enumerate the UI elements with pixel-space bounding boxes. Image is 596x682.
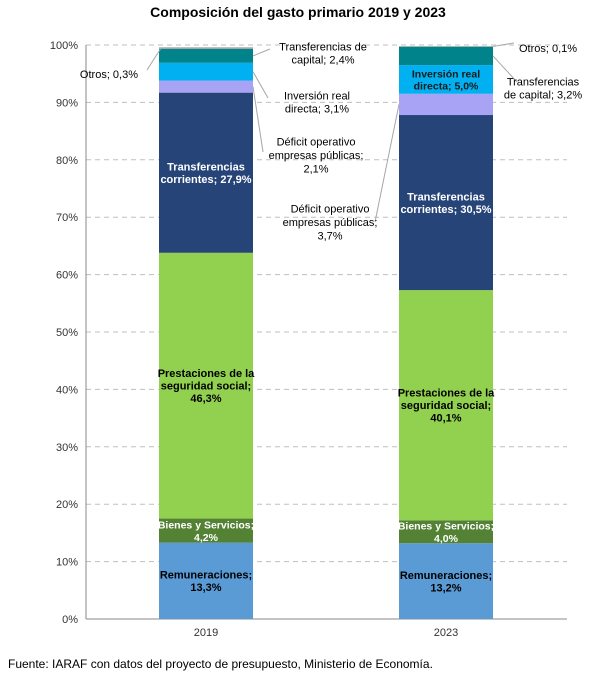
y-tick-label: 20%	[56, 499, 78, 511]
bar-segment	[399, 65, 493, 94]
bar-segment	[159, 252, 253, 519]
bar-segment	[399, 46, 493, 47]
chart-title: Composición del gasto primario 2019 y 20…	[150, 4, 446, 20]
bar-segment	[159, 542, 253, 619]
bar-segment	[159, 49, 253, 63]
y-tick-label: 50%	[56, 327, 78, 339]
bar-segment	[399, 290, 493, 521]
leader-line	[374, 104, 400, 223]
y-tick-label: 80%	[56, 155, 78, 167]
x-tick-label: 2019	[194, 627, 218, 639]
data-label: Transferencias corrientes; 30,5%	[400, 191, 491, 216]
y-tick-label: 30%	[56, 442, 78, 454]
data-label: Bienes y Servicios; 4,0%	[398, 521, 494, 546]
leader-line	[252, 71, 269, 99]
source-note: Fuente: IARAF con datos del proyecto de …	[8, 657, 433, 671]
data-label: Inversión real directa; 5,0%	[412, 68, 480, 92]
y-tick-label: 10%	[56, 557, 78, 569]
data-label: Prestaciones de la seguridad social; 46,3%	[158, 368, 255, 405]
data-label: Remuneraciones; 13,2%	[400, 570, 492, 595]
bar-segment	[399, 115, 493, 291]
y-tick-label: 90%	[56, 97, 78, 109]
bar-segment	[399, 46, 493, 66]
callout-label: Transferencias de capital; 2,4%	[279, 42, 367, 67]
leader-line	[146, 47, 162, 71]
bar-segment	[399, 93, 493, 116]
callout-label: Déficit operativo empresas públicas; 2,1%	[269, 137, 364, 176]
callout-label: Déficit operativo empresas públicas; 3,7%	[283, 204, 378, 243]
data-label: Remuneraciones; 13,3%	[160, 570, 252, 595]
callout-label: Otros; 0,3%	[80, 69, 138, 81]
bar-segment	[159, 47, 253, 50]
y-tick-label: 70%	[56, 212, 78, 224]
y-tick-label: 0%	[62, 614, 78, 626]
bar-segment	[159, 518, 253, 543]
bar-segment	[399, 520, 493, 544]
bar-segment	[159, 62, 253, 81]
y-tick-label: 40%	[56, 384, 78, 396]
data-label: Prestaciones de la seguridad social; 40,1%	[398, 388, 495, 425]
bar-segment	[159, 92, 253, 253]
leader-line	[252, 48, 271, 57]
data-label: Transferencias corrientes; 27,9%	[160, 161, 251, 186]
y-tick-label: 100%	[50, 40, 78, 52]
callout-label: Otros; 0,1%	[519, 43, 577, 55]
leader-line	[252, 86, 264, 153]
leader-line	[492, 42, 515, 47]
callout-label: Transferencias de capital; 3,2%	[504, 77, 582, 102]
data-label: Bienes y Servicios; 4,2%	[158, 519, 254, 544]
y-tick-label: 60%	[56, 270, 78, 282]
x-tick-label: 2023	[434, 627, 458, 639]
bar-segment	[399, 543, 493, 619]
callout-label: Inversión real directa; 3,1%	[284, 91, 350, 116]
bar-segment	[159, 80, 253, 93]
leader-line	[492, 55, 518, 83]
